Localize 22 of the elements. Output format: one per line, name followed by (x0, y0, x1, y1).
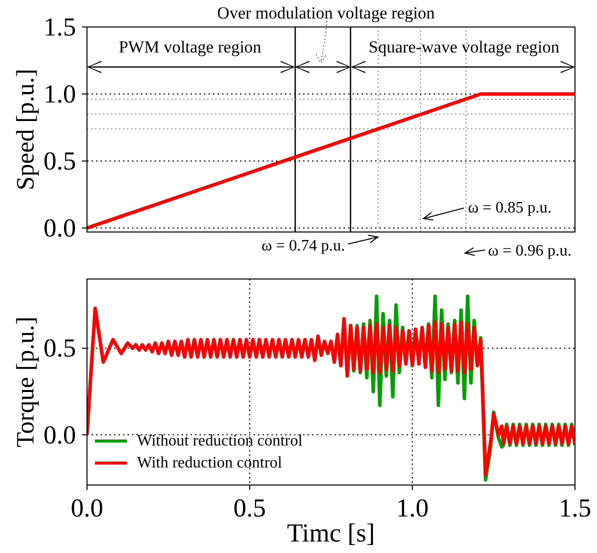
y-tick-label: 0.0 (44, 420, 76, 450)
text: Over modulation voltage region (217, 4, 436, 22)
y-tick-label: 0.5 (44, 334, 76, 363)
x-tick-label: 0.5 (233, 493, 266, 522)
x-tick-label: 1.0 (396, 493, 429, 522)
y-tick-label: 0.5 (44, 146, 76, 176)
y-tick-label: 1.0 (44, 79, 76, 108)
text: ω = 0.74 p.u. (261, 238, 345, 254)
line-series (87, 306, 575, 476)
legend-label: Without reduction control (137, 432, 304, 450)
y-tick-label: 0.0 (44, 213, 76, 242)
y-axis-title: Torque [p.u.] (12, 316, 40, 448)
text: ω = 0.96 p.u. (488, 242, 572, 260)
y-axis-title: Speed [p.u.] (12, 68, 40, 190)
annotation: Square-wave voltage region (368, 38, 560, 56)
legend-label: With reduction control (137, 454, 283, 472)
y-tick-label: 1.5 (44, 12, 76, 42)
annotation: PWM voltage region (118, 38, 262, 56)
x-axis-title: Timc [s] (287, 518, 375, 548)
x-tick-label: 1.5 (558, 493, 592, 522)
annotation: ω = 0.85 p.u. (468, 200, 552, 216)
x-tick-label: 0.0 (70, 493, 104, 522)
